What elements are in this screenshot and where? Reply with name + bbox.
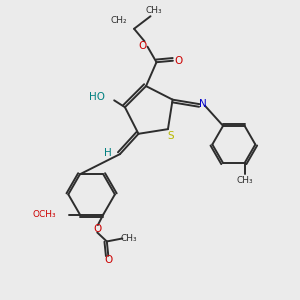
Text: O: O [104,255,112,265]
Text: CH₃: CH₃ [236,176,253,185]
Text: H: H [104,148,112,158]
Text: S: S [167,131,174,141]
Text: N: N [200,98,207,109]
Text: O: O [93,224,101,234]
Text: CH₃: CH₃ [120,234,136,243]
Text: CH₃: CH₃ [145,6,162,15]
Text: HO: HO [88,92,105,102]
Text: O: O [138,41,146,51]
Text: OCH₃: OCH₃ [32,210,56,219]
Text: CH₂: CH₂ [111,16,128,25]
Text: O: O [174,56,182,66]
